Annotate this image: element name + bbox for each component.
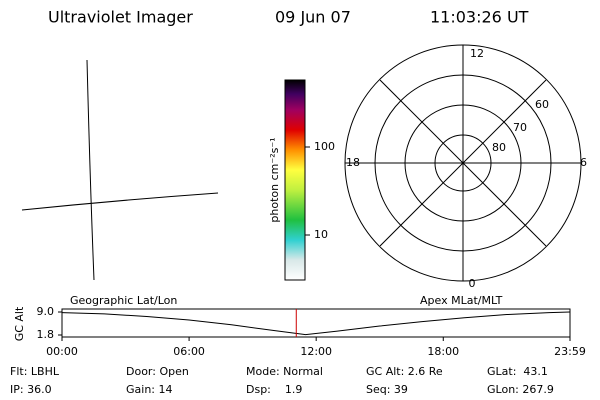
status-field: Dsp: 1.9: [246, 383, 302, 396]
status-field: GLon: 267.9: [487, 383, 554, 396]
status-field: Door: Open: [126, 365, 189, 378]
date: 09 Jun 07: [275, 8, 351, 27]
parallel: [21, 192, 219, 211]
y-axis-label: GC Alt: [13, 306, 26, 341]
hour-label: 0: [469, 277, 476, 290]
colorbar-label: photon cm⁻²s⁻¹: [268, 137, 281, 222]
x-tick-label: 00:00: [46, 345, 78, 358]
y-tick-label: 9.0: [37, 305, 55, 318]
lat-label: 80: [492, 141, 506, 154]
status-field: Flt: LBHL: [10, 365, 60, 378]
x-tick-label: 06:00: [173, 345, 205, 358]
timeline-label: Apex MLat/MLT: [420, 294, 503, 307]
lat-label: 70: [513, 121, 527, 134]
x-tick-label: 18:00: [427, 345, 459, 358]
colorbar-tick-label: 100: [314, 140, 335, 153]
status-field: Mode: Normal: [246, 365, 323, 378]
title: Ultraviolet Imager: [48, 8, 193, 27]
hour-label: 12: [470, 47, 484, 60]
polar-grid: [344, 44, 582, 282]
footer: Flt: LBHL Door: Open Mode: Normal GC Alt: 2…: [10, 365, 554, 396]
status-field: IP: 36.0: [10, 383, 52, 396]
timeline-frame: [61, 308, 571, 338]
status-field: Seq: 39: [366, 383, 408, 396]
colorbar: [284, 79, 306, 281]
map: [21, 59, 219, 281]
x-tick-label: 23:59: [554, 345, 586, 358]
y-tick-label: 1.8: [37, 328, 55, 341]
hour-label: 6: [580, 156, 587, 169]
colorbar-tick-label: 10: [314, 228, 328, 241]
lat-label: 60: [535, 98, 549, 111]
timeline-label: Geographic Lat/Lon: [70, 294, 177, 307]
gc-alt-line: [61, 311, 571, 336]
x-tick-label: 12:00: [300, 345, 332, 358]
status-field: GLat: 43.1: [487, 365, 548, 378]
status-field: Gain: 14: [126, 383, 173, 396]
status-field: GC Alt: 2.6 Re: [366, 365, 443, 378]
hour-label: 18: [346, 156, 360, 169]
meridian: [86, 59, 95, 281]
time: 11:03:26 UT: [430, 8, 529, 27]
